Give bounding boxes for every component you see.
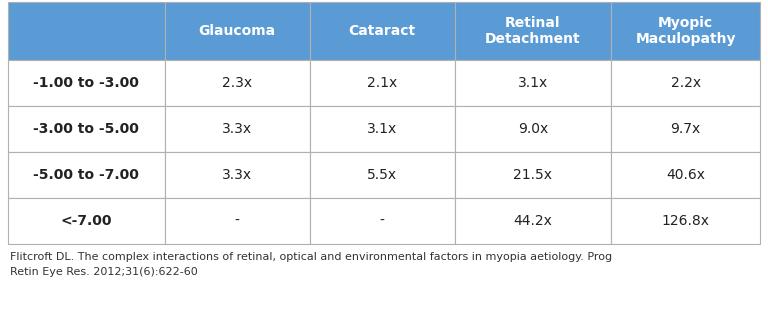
- Text: 5.5x: 5.5x: [367, 168, 397, 182]
- Text: -: -: [235, 214, 240, 228]
- Bar: [164, 2, 310, 60]
- Text: -: -: [379, 214, 385, 228]
- Text: 2.2x: 2.2x: [670, 76, 700, 90]
- Text: -5.00 to -7.00: -5.00 to -7.00: [33, 168, 139, 182]
- Text: 2.3x: 2.3x: [222, 76, 252, 90]
- Bar: [455, 2, 611, 60]
- Bar: [455, 106, 611, 152]
- Bar: [611, 2, 760, 60]
- Text: 3.3x: 3.3x: [222, 122, 252, 136]
- Bar: [8, 152, 164, 198]
- Bar: [611, 152, 760, 198]
- Bar: [164, 198, 310, 244]
- Text: -3.00 to -5.00: -3.00 to -5.00: [33, 122, 139, 136]
- Text: -1.00 to -3.00: -1.00 to -3.00: [33, 76, 139, 90]
- Text: Glaucoma: Glaucoma: [199, 24, 276, 38]
- Bar: [455, 198, 611, 244]
- Text: Myopic
Maculopathy: Myopic Maculopathy: [635, 16, 736, 46]
- Bar: [8, 106, 164, 152]
- Text: 126.8x: 126.8x: [661, 214, 710, 228]
- Bar: [310, 198, 455, 244]
- Bar: [310, 106, 455, 152]
- Text: 40.6x: 40.6x: [666, 168, 705, 182]
- Bar: [8, 2, 164, 60]
- Bar: [164, 60, 310, 106]
- Text: Cataract: Cataract: [349, 24, 415, 38]
- Bar: [164, 106, 310, 152]
- Bar: [455, 60, 611, 106]
- Bar: [310, 152, 455, 198]
- Text: Retinal
Detachment: Retinal Detachment: [485, 16, 581, 46]
- Text: 3.3x: 3.3x: [222, 168, 252, 182]
- Text: 3.1x: 3.1x: [367, 122, 397, 136]
- Text: 2.1x: 2.1x: [367, 76, 397, 90]
- Text: 3.1x: 3.1x: [518, 76, 548, 90]
- Bar: [455, 152, 611, 198]
- Bar: [611, 198, 760, 244]
- Text: 9.7x: 9.7x: [670, 122, 700, 136]
- Bar: [8, 60, 164, 106]
- Bar: [164, 152, 310, 198]
- Text: 9.0x: 9.0x: [518, 122, 548, 136]
- Bar: [310, 60, 455, 106]
- Text: Flitcroft DL. The complex interactions of retinal, optical and environmental fac: Flitcroft DL. The complex interactions o…: [10, 252, 612, 277]
- Bar: [310, 2, 455, 60]
- Bar: [611, 106, 760, 152]
- Bar: [611, 60, 760, 106]
- Bar: [8, 198, 164, 244]
- Text: 21.5x: 21.5x: [513, 168, 552, 182]
- Text: 44.2x: 44.2x: [513, 214, 552, 228]
- Text: <-7.00: <-7.00: [61, 214, 112, 228]
